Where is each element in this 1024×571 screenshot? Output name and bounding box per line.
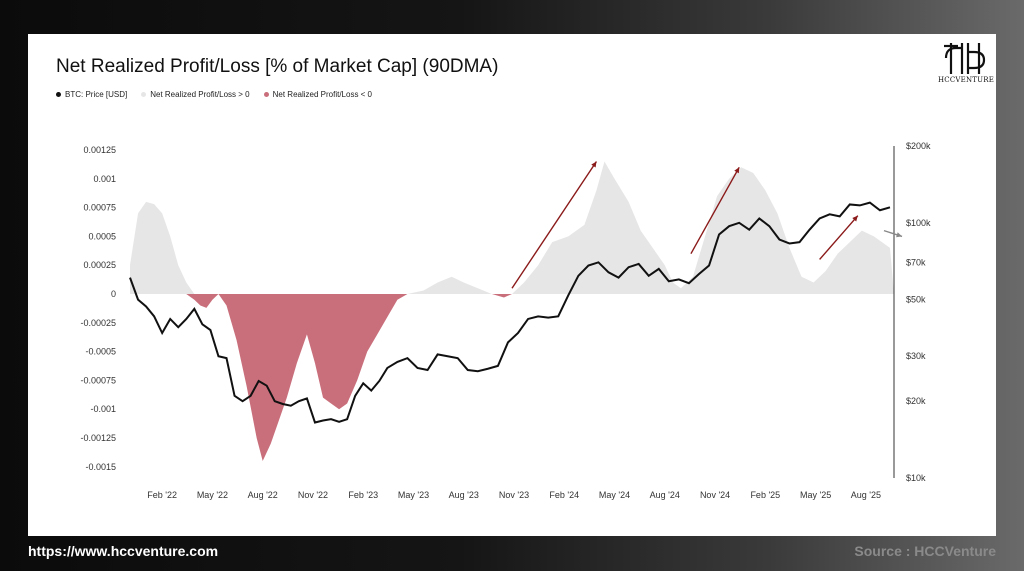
x-tick-label: May '24 [599, 490, 630, 500]
x-tick-label: Aug '22 [248, 490, 278, 500]
y-right-tick-label: $70k [906, 257, 926, 267]
trend-arrow-head-icon [852, 215, 858, 222]
x-tick-label: Feb '24 [549, 490, 579, 500]
legend-dot-price [56, 92, 61, 97]
chart-card: Net Realized Profit/Loss [% of Market Ca… [28, 34, 996, 536]
chart-legend: BTC: Price [USD] Net Realized Profit/Los… [56, 90, 372, 99]
positive-area [130, 161, 894, 294]
y-left-tick-label: -0.0005 [85, 347, 116, 357]
logo-mark-icon [944, 43, 986, 74]
y-right-tick-label: $10k [906, 473, 926, 483]
chart-plot: 0.00125 0.001 0.00075 0.0005 0.00025 0 -0.0002… [80, 141, 931, 500]
negative-area [130, 294, 894, 462]
x-tick-label: Nov '24 [700, 490, 730, 500]
y-right-tick-label: $50k [906, 295, 926, 305]
legend-label-price: BTC: Price [USD] [65, 90, 128, 99]
y-right-tick-label: $20k [906, 396, 926, 406]
trend-arrow-head-icon [734, 167, 740, 174]
legend-item-negative: Net Realized Profit/Loss < 0 [263, 90, 373, 99]
legend-label-positive: Net Realized Profit/Loss > 0 [150, 90, 250, 99]
legend-dot-negative [263, 92, 269, 97]
y-left-tick-label: 0 [111, 289, 116, 299]
legend-item-price: BTC: Price [USD] [56, 90, 127, 99]
x-tick-label: Feb '23 [348, 490, 378, 500]
legend-dot-positive [141, 92, 147, 97]
trend-arrow-line [690, 166, 740, 255]
hccventure-logo: HCCVENTURE [938, 40, 995, 90]
x-tick-label: May '25 [800, 490, 831, 500]
logo-text: HCCVENTURE [938, 76, 995, 84]
y-left-tick-label: -0.001 [90, 404, 116, 414]
y-left-tick-label: 0.00125 [83, 145, 116, 155]
btc-price-line [129, 201, 891, 424]
x-tick-label: May '23 [398, 490, 429, 500]
y-left-tick-label: 0.001 [93, 174, 116, 184]
footer-url[interactable]: https://www.hccventure.com [28, 543, 219, 559]
legend-item-positive: Net Realized Profit/Loss > 0 [141, 90, 250, 99]
y-left-tick-label: 0.00075 [83, 203, 116, 213]
chart-title: Net Realized Profit/Loss [% of Market Ca… [56, 56, 499, 77]
y-left-tick-label: 0.00025 [83, 260, 116, 270]
y-left-tick-label: 0.0005 [88, 231, 116, 241]
x-tick-label: Feb '25 [750, 490, 780, 500]
x-tick-label: May '22 [197, 490, 228, 500]
footer-source: Source : HCCVenture [854, 543, 996, 559]
y-left-tick-label: -0.00025 [80, 318, 116, 328]
y-right-tick-label: $200k [906, 141, 931, 151]
legend-label-negative: Net Realized Profit/Loss < 0 [272, 90, 373, 99]
y-left-tick-label: -0.0015 [85, 462, 116, 472]
x-tick-label: Aug '24 [650, 490, 680, 500]
y-right-tick-label: $100k [906, 218, 931, 228]
trend-arrow-head-icon [591, 161, 597, 168]
x-tick-label: Nov '22 [298, 490, 328, 500]
x-tick-label: Aug '23 [449, 490, 479, 500]
x-tick-label: Feb '22 [147, 490, 177, 500]
y-right-tick-label: $30k [906, 351, 926, 361]
trend-arrow-line [511, 161, 598, 289]
y-left-tick-label: -0.00125 [80, 433, 116, 443]
y-left-tick-label: -0.00075 [80, 375, 116, 385]
x-tick-label: Nov '23 [499, 490, 529, 500]
trend-arrow-line [819, 215, 859, 260]
x-tick-label: Aug '25 [851, 490, 881, 500]
trend-arrow-head-icon [896, 232, 903, 238]
